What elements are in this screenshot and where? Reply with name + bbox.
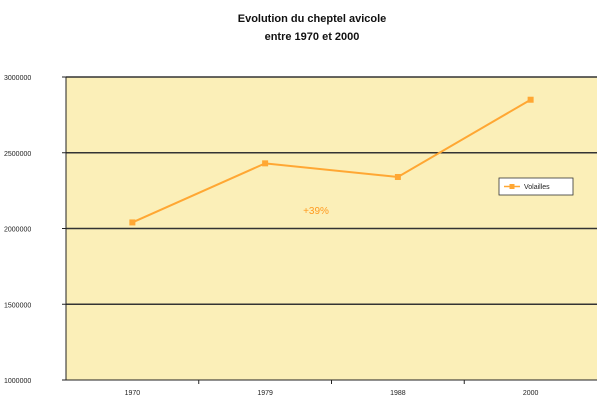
legend-marker-icon — [509, 184, 515, 189]
y-tick-label: 1000000 — [4, 378, 31, 385]
x-tick-label: 1988 — [390, 390, 406, 397]
data-point — [527, 96, 534, 103]
gridlines — [66, 76, 597, 306]
legend-box — [498, 177, 574, 196]
chart-title-line1: Evolution du cheptel avicole — [238, 13, 387, 25]
series-line — [131, 98, 532, 224]
x-tick-label: 1970 — [125, 390, 141, 397]
data-point — [262, 160, 269, 167]
data-point — [394, 173, 401, 180]
x-tick-label: 1979 — [257, 390, 273, 397]
data-point — [129, 219, 136, 226]
x-tick-label: 2000 — [523, 390, 539, 397]
y-tick-label: 1500000 — [4, 302, 31, 309]
growth-annotation: +39% — [303, 206, 329, 217]
y-tick-label: 3000000 — [4, 75, 31, 82]
x-ticks: 1970 1979 1988 2000 — [125, 380, 539, 397]
legend: Volailles — [498, 177, 574, 196]
y-tick-label: 2500000 — [4, 151, 31, 158]
series-group — [129, 96, 534, 226]
y-ticks: 1000000 1500000 2000000 2500000 3000000 — [4, 75, 66, 385]
legend-label: Volailles — [524, 184, 550, 191]
y-tick-label: 2000000 — [4, 227, 31, 234]
chart-title-line2: entre 1970 et 2000 — [265, 31, 360, 43]
